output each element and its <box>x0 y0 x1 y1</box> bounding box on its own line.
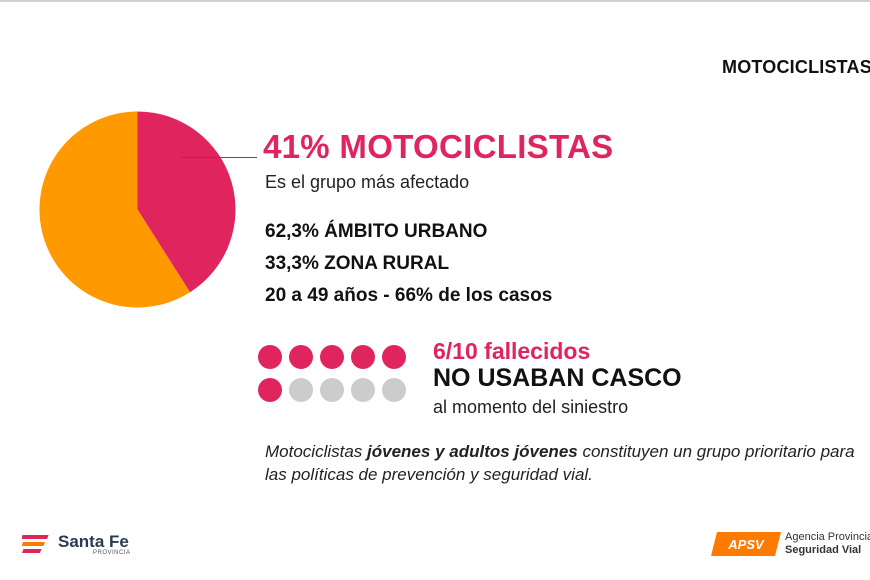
santa-fe-logo-icon <box>22 535 49 553</box>
stat-edad: 20 a 49 años - 66% de los casos <box>265 285 553 306</box>
empty-dot <box>320 378 344 402</box>
empty-dot <box>351 378 375 402</box>
no-casco-label: NO USABAN CASCO <box>433 364 682 392</box>
footnote-part1: Motociclistas <box>265 442 368 461</box>
top-divider <box>0 0 870 2</box>
pie-pointer-line <box>181 157 257 158</box>
fallecidos-label: 6/10 fallecidos <box>433 338 591 364</box>
santa-fe-name: Santa Fe <box>58 532 129 551</box>
pie-slice-2 <box>39 111 191 308</box>
filled-dot <box>289 345 313 369</box>
momento-label: al momento del siniestro <box>433 397 629 417</box>
headline: 41% MOTOCICLISTAS <box>263 128 614 165</box>
corner-title-clip: MOTOCICLISTAS <box>720 50 870 90</box>
pie-chart-svg <box>39 111 236 308</box>
apsv-line1: Agencia Provincial <box>785 531 870 543</box>
footnote: Motociclistas jóvenes y adultos jóvenes … <box>265 440 855 486</box>
pie-chart <box>39 111 236 308</box>
filled-dot <box>258 345 282 369</box>
filled-dot <box>382 345 406 369</box>
filled-dot <box>258 378 282 402</box>
stat-urbano: 62,3% ÁMBITO URBANO <box>265 221 488 242</box>
filled-dot <box>320 345 344 369</box>
filled-dot <box>351 345 375 369</box>
footnote-bold: jóvenes y adultos jóvenes <box>367 442 578 461</box>
headline-subtitle: Es el grupo más afectado <box>265 172 470 192</box>
santa-fe-sub: PROVINCIA <box>93 550 131 556</box>
apsv-badge-text: APSV <box>727 537 765 552</box>
apsv-logo-icon: APSV <box>711 532 781 556</box>
apsv-line2: Seguridad Vial <box>785 544 862 556</box>
footnote-part2: constituyen un grupo prioritario para la… <box>265 442 855 484</box>
empty-dot <box>382 378 406 402</box>
stat-rural: 33,3% ZONA RURAL <box>265 253 450 274</box>
empty-dot <box>289 378 313 402</box>
pie-slice-1 <box>137 111 236 293</box>
corner-title: MOTOCICLISTAS <box>722 57 870 77</box>
